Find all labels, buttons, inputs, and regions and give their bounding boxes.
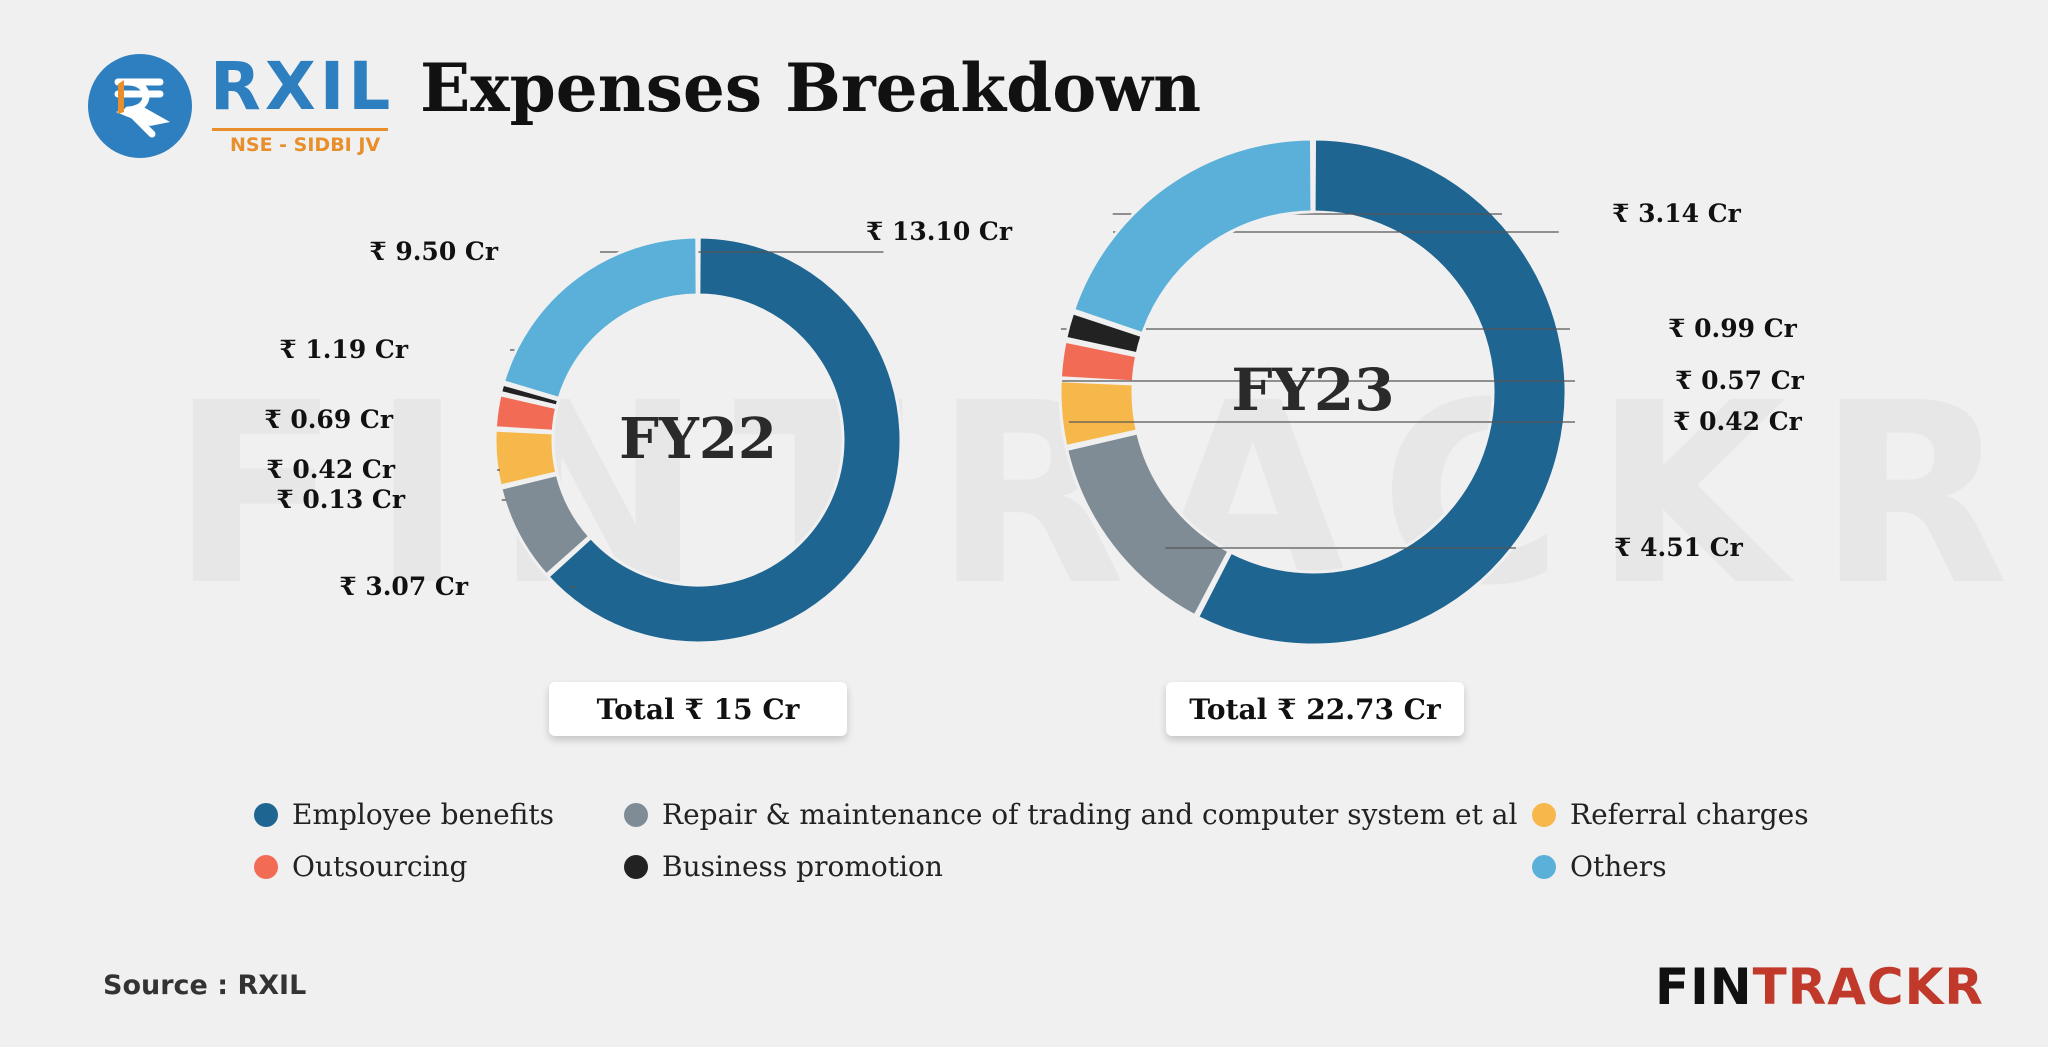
source-note: Source : RXIL <box>103 970 307 1001</box>
legend-dot <box>1532 854 1556 879</box>
slice-fy23-5 <box>1071 137 1314 336</box>
slice-fy23-2 <box>1058 379 1140 449</box>
legend-item-employee-benefits: Employee benefits <box>254 798 554 831</box>
data-label: ₹ 0.42 Cr <box>1673 407 1803 436</box>
slice-fy23-3 <box>1058 339 1139 384</box>
slice-fy23-0 <box>1195 137 1568 647</box>
rxil-logo: RXIL NSE - SIDBI JV <box>88 52 398 162</box>
legend-dot <box>1532 802 1556 827</box>
logo-wordmark: RXIL <box>210 48 395 125</box>
legend-label: Employee benefits <box>292 798 554 831</box>
data-label: ₹ 0.13 Cr <box>276 485 406 514</box>
slice-fy23-4 <box>1063 310 1144 356</box>
data-label: ₹ 13.10 Cr <box>866 217 1013 246</box>
logo-divider <box>212 128 388 131</box>
total-box-fy23: Total ₹ 22.73 Cr <box>1166 682 1464 736</box>
legend-label: Referral charges <box>1570 798 1809 831</box>
data-label: ₹ 4.51 Cr <box>1614 533 1744 562</box>
legend-label: Business promotion <box>662 850 943 883</box>
page-title: Expenses Breakdown <box>420 49 1202 127</box>
fintrackr-logo: FINTRACKR <box>1655 958 1984 1016</box>
slice-fy23-1 <box>1064 431 1232 618</box>
legend-label: Repair & maintenance of trading and comp… <box>662 798 1518 831</box>
slice-fy22-3 <box>493 393 559 433</box>
legend-item-business-promotion: Business promotion <box>624 850 943 883</box>
legend-dot <box>254 802 278 827</box>
data-label: ₹ 9.50 Cr <box>369 237 499 266</box>
legend-dot <box>254 854 278 879</box>
data-label: ₹ 0.57 Cr <box>1675 366 1805 395</box>
logo-subtext: NSE - SIDBI JV <box>230 134 381 156</box>
data-label: ₹ 3.07 Cr <box>339 572 469 601</box>
legend-item-repair-maintenance: Repair & maintenance of trading and comp… <box>624 798 1517 831</box>
legend-item-others: Others <box>1532 850 1667 883</box>
legend-label: Outsourcing <box>292 850 468 883</box>
rupee-plane-icon <box>88 54 192 158</box>
legend: Employee benefits Repair & maintenance o… <box>250 790 1850 890</box>
legend-dot <box>624 854 648 879</box>
slice-fy22-0 <box>545 235 903 645</box>
legend-item-outsourcing: Outsourcing <box>254 850 467 883</box>
slice-fy22-2 <box>493 428 559 488</box>
slice-fy22-4 <box>498 382 561 408</box>
legend-dot <box>624 802 648 827</box>
brand-main: FIN <box>1655 958 1753 1016</box>
slice-fy22-1 <box>499 472 592 578</box>
donut-charts: ₹ 9.50 Cr₹ 1.19 Cr₹ 0.69 Cr₹ 0.42 Cr₹ 0.… <box>264 137 1805 647</box>
slice-fy22-5 <box>501 235 699 401</box>
donut-center-label: FY22 <box>619 406 777 472</box>
data-label: ₹ 0.69 Cr <box>264 405 394 434</box>
brand-accent: TRACKR <box>1752 958 1984 1016</box>
legend-item-referral-charges: Referral charges <box>1532 798 1809 831</box>
total-box-fy22: Total ₹ 15 Cr <box>549 682 847 736</box>
data-label: ₹ 0.42 Cr <box>266 455 396 484</box>
data-label: ₹ 3.14 Cr <box>1612 199 1742 228</box>
donut-center-label: FY23 <box>1231 356 1394 424</box>
data-label: ₹ 1.19 Cr <box>279 335 409 364</box>
data-label: ₹ 0.99 Cr <box>1668 314 1798 343</box>
legend-label: Others <box>1570 850 1667 883</box>
